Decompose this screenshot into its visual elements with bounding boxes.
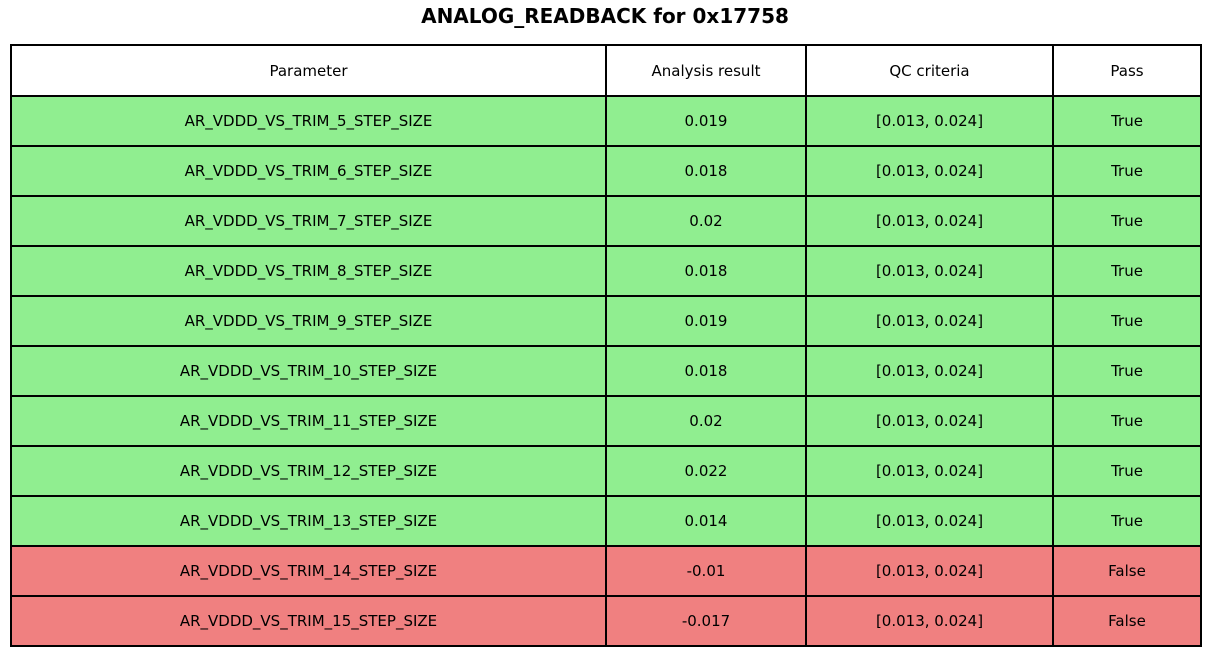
- table-row: AR_VDDD_VS_TRIM_15_STEP_SIZE -0.017 [0.013…: [10, 595, 1202, 647]
- pass-cell: True: [1052, 495, 1202, 547]
- criteria-cell: [0.013, 0.024]: [805, 595, 1054, 647]
- parameter-cell: AR_VDDD_VS_TRIM_10_STEP_SIZE: [10, 345, 607, 397]
- column-header-parameter: Parameter: [10, 44, 607, 97]
- pass-cell: True: [1052, 295, 1202, 347]
- qc-results-table: Parameter Analysis result QC criteria Pa…: [10, 44, 1202, 647]
- table-row: AR_VDDD_VS_TRIM_5_STEP_SIZE 0.019 [0.013, …: [10, 95, 1202, 147]
- result-cell: 0.014: [605, 495, 807, 547]
- parameter-cell: AR_VDDD_VS_TRIM_13_STEP_SIZE: [10, 495, 607, 547]
- pass-cell: True: [1052, 145, 1202, 197]
- header-row: Parameter Analysis result QC criteria Pa…: [10, 44, 1202, 97]
- parameter-cell: AR_VDDD_VS_TRIM_8_STEP_SIZE: [10, 245, 607, 297]
- table-row: AR_VDDD_VS_TRIM_11_STEP_SIZE 0.02 [0.013, …: [10, 395, 1202, 447]
- parameter-cell: AR_VDDD_VS_TRIM_14_STEP_SIZE: [10, 545, 607, 597]
- criteria-cell: [0.013, 0.024]: [805, 295, 1054, 347]
- table-row: AR_VDDD_VS_TRIM_12_STEP_SIZE 0.022 [0.013,…: [10, 445, 1202, 497]
- table-row: AR_VDDD_VS_TRIM_13_STEP_SIZE 0.014 [0.013,…: [10, 495, 1202, 547]
- parameter-cell: AR_VDDD_VS_TRIM_9_STEP_SIZE: [10, 295, 607, 347]
- table-header: Parameter Analysis result QC criteria Pa…: [10, 44, 1202, 97]
- criteria-cell: [0.013, 0.024]: [805, 95, 1054, 147]
- result-cell: -0.01: [605, 545, 807, 597]
- pass-cell: False: [1052, 595, 1202, 647]
- criteria-cell: [0.013, 0.024]: [805, 195, 1054, 247]
- parameter-cell: AR_VDDD_VS_TRIM_12_STEP_SIZE: [10, 445, 607, 497]
- column-header-qc-criteria: QC criteria: [805, 44, 1054, 97]
- column-header-analysis-result: Analysis result: [605, 44, 807, 97]
- result-cell: 0.02: [605, 395, 807, 447]
- pass-cell: True: [1052, 195, 1202, 247]
- criteria-cell: [0.013, 0.024]: [805, 145, 1054, 197]
- parameter-cell: AR_VDDD_VS_TRIM_6_STEP_SIZE: [10, 145, 607, 197]
- table-body: AR_VDDD_VS_TRIM_5_STEP_SIZE 0.019 [0.013, …: [10, 95, 1202, 647]
- pass-cell: True: [1052, 345, 1202, 397]
- result-cell: 0.018: [605, 245, 807, 297]
- parameter-cell: AR_VDDD_VS_TRIM_15_STEP_SIZE: [10, 595, 607, 647]
- result-cell: 0.019: [605, 95, 807, 147]
- result-cell: 0.018: [605, 145, 807, 197]
- result-cell: 0.02: [605, 195, 807, 247]
- criteria-cell: [0.013, 0.024]: [805, 445, 1054, 497]
- table-row: AR_VDDD_VS_TRIM_9_STEP_SIZE 0.019 [0.013, …: [10, 295, 1202, 347]
- criteria-cell: [0.013, 0.024]: [805, 545, 1054, 597]
- table-row: AR_VDDD_VS_TRIM_8_STEP_SIZE 0.018 [0.013, …: [10, 245, 1202, 297]
- result-cell: 0.018: [605, 345, 807, 397]
- pass-cell: True: [1052, 395, 1202, 447]
- criteria-cell: [0.013, 0.024]: [805, 245, 1054, 297]
- table-row: AR_VDDD_VS_TRIM_6_STEP_SIZE 0.018 [0.013, …: [10, 145, 1202, 197]
- criteria-cell: [0.013, 0.024]: [805, 495, 1054, 547]
- parameter-cell: AR_VDDD_VS_TRIM_5_STEP_SIZE: [10, 95, 607, 147]
- pass-cell: True: [1052, 445, 1202, 497]
- table-row: AR_VDDD_VS_TRIM_7_STEP_SIZE 0.02 [0.013, 0…: [10, 195, 1202, 247]
- result-cell: 0.019: [605, 295, 807, 347]
- pass-cell: True: [1052, 245, 1202, 297]
- pass-cell: False: [1052, 545, 1202, 597]
- column-header-pass: Pass: [1052, 44, 1202, 97]
- parameter-cell: AR_VDDD_VS_TRIM_7_STEP_SIZE: [10, 195, 607, 247]
- table-row: AR_VDDD_VS_TRIM_14_STEP_SIZE -0.01 [0.013,…: [10, 545, 1202, 597]
- criteria-cell: [0.013, 0.024]: [805, 395, 1054, 447]
- result-cell: -0.017: [605, 595, 807, 647]
- parameter-cell: AR_VDDD_VS_TRIM_11_STEP_SIZE: [10, 395, 607, 447]
- criteria-cell: [0.013, 0.024]: [805, 345, 1054, 397]
- pass-cell: True: [1052, 95, 1202, 147]
- result-cell: 0.022: [605, 445, 807, 497]
- page-title: ANALOG_READBACK for 0x17758: [421, 4, 789, 28]
- table-row: AR_VDDD_VS_TRIM_10_STEP_SIZE 0.018 [0.013,…: [10, 345, 1202, 397]
